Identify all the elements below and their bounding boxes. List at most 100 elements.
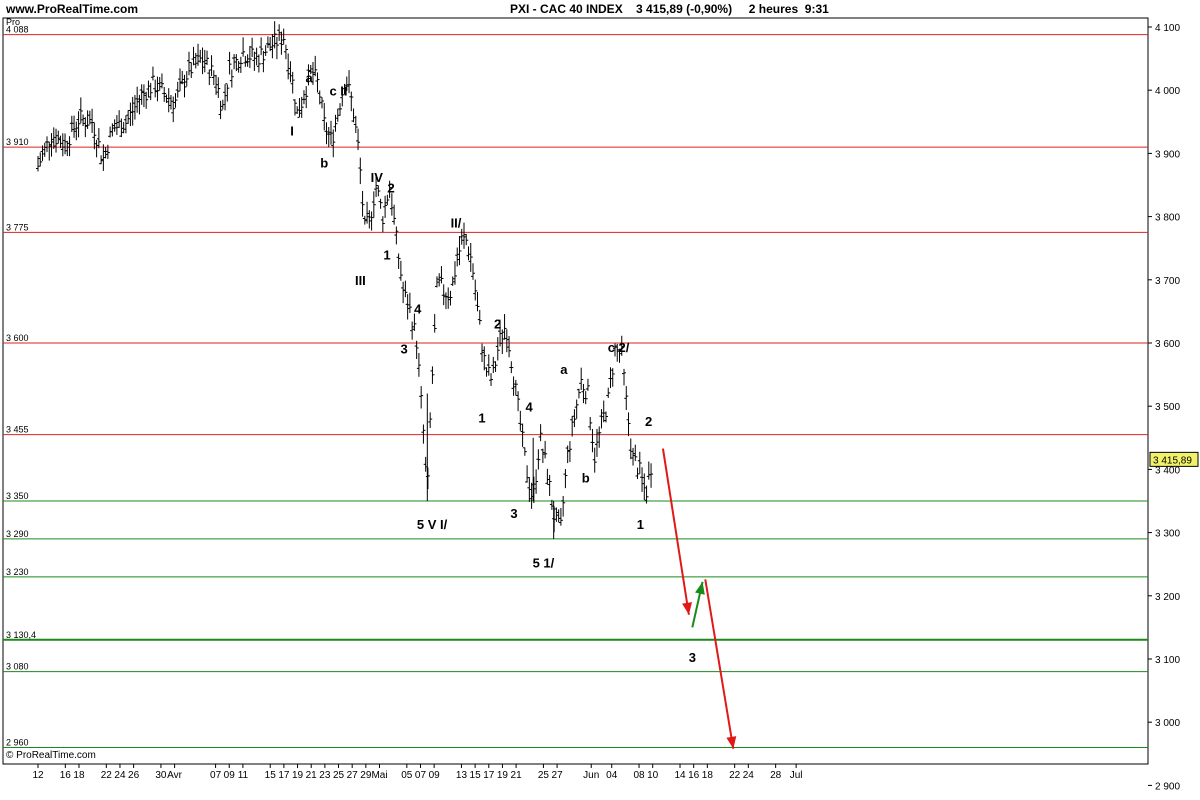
x-tick-label-6: 30 bbox=[155, 770, 167, 781]
level-label-6: 3 290 bbox=[6, 529, 29, 539]
y-axis: 4 100 4 000 3 900 3 800 3 700 3 600 3 500 3 400… bbox=[1148, 23, 1199, 792]
y-tick-label-0: 4 100 bbox=[1155, 23, 1180, 34]
y-tick-label-2: 3 900 bbox=[1155, 149, 1180, 160]
level-label-3: 3 600 bbox=[6, 333, 29, 343]
x-tick-label-0: 12 bbox=[32, 770, 44, 781]
x-tick-label-14: 21 bbox=[306, 770, 318, 781]
wave-label-17: b bbox=[582, 471, 590, 486]
x-tick-label-3: 22 bbox=[101, 770, 113, 781]
y-tick-label-4: 3 700 bbox=[1155, 276, 1180, 287]
level-label-1: 3 910 bbox=[6, 137, 29, 147]
x-tick-label-29: 27 bbox=[552, 770, 564, 781]
x-tick-label-19: Mai bbox=[371, 770, 387, 781]
x-tick-label-40: Jul bbox=[790, 770, 803, 781]
x-tick-label-13: 19 bbox=[292, 770, 304, 781]
x-tick-label-10: 11 bbox=[238, 770, 249, 781]
y-tick-label-9: 3 200 bbox=[1155, 592, 1180, 603]
level-label-9: 3 080 bbox=[6, 662, 29, 672]
y-tick-label-3: 3 800 bbox=[1155, 213, 1180, 224]
wave-label-10: 3 bbox=[400, 342, 407, 357]
x-axis: 12 16 18 22 24 26 30 Avr 07 09 11 15 17 19 21 23 25 27 29 M… bbox=[32, 764, 803, 781]
wave-label-14: c 2/ bbox=[608, 340, 630, 355]
wave-label-18: 3 bbox=[510, 506, 517, 521]
price-series bbox=[36, 21, 654, 539]
x-tick-label-22: 09 bbox=[429, 770, 441, 781]
level-lines: 4 088 3 910 3 775 3 600 3 455 3 350 3 290 3 230… bbox=[3, 25, 1148, 748]
projection-arrowhead-1 bbox=[695, 581, 705, 595]
plot-area bbox=[2, 17, 1149, 765]
wave-label-0: a bbox=[306, 71, 314, 86]
x-tick-label-36: 18 bbox=[702, 770, 714, 781]
level-label-2: 3 775 bbox=[6, 222, 29, 232]
y-tick-label-1: 4 000 bbox=[1155, 86, 1180, 97]
wave-label-8: II/ bbox=[451, 215, 462, 230]
x-tick-label-32: 08 bbox=[633, 770, 645, 781]
x-tick-label-21: 07 bbox=[415, 770, 427, 781]
wave-label-20: 1 bbox=[637, 517, 644, 532]
level-label-4: 3 455 bbox=[6, 425, 29, 435]
x-tick-label-8: 07 bbox=[210, 770, 222, 781]
x-tick-label-11: 15 bbox=[265, 770, 277, 781]
x-tick-label-27: 21 bbox=[511, 770, 523, 781]
wave-label-7: III bbox=[355, 273, 366, 288]
level-label-8: 3 130,4 bbox=[6, 630, 36, 640]
y-tick-label-11: 3 000 bbox=[1155, 718, 1180, 729]
x-tick-label-18: 29 bbox=[360, 770, 372, 781]
wave-label-19: 5 V I/ bbox=[417, 517, 448, 532]
x-tick-label-26: 19 bbox=[497, 770, 509, 781]
wave-label-12: 1 bbox=[478, 411, 485, 426]
wave-label-5: 2 bbox=[387, 181, 394, 196]
y-tick-label-10: 3 100 bbox=[1155, 655, 1180, 666]
x-tick-label-31: 04 bbox=[606, 770, 618, 781]
projection-arrows bbox=[661, 448, 737, 749]
projection-arrowhead-0 bbox=[682, 602, 692, 615]
x-tick-label-20: 05 bbox=[401, 770, 413, 781]
x-tick-label-25: 17 bbox=[483, 770, 495, 781]
x-tick-label-5: 26 bbox=[128, 770, 140, 781]
pro-label: Pro bbox=[6, 17, 21, 27]
x-tick-label-37: 22 bbox=[729, 770, 741, 781]
x-tick-label-28: 25 bbox=[538, 770, 550, 781]
x-tick-label-34: 14 bbox=[674, 770, 686, 781]
projection-arrow-0 bbox=[661, 448, 690, 615]
y-tick-label-5: 3 600 bbox=[1155, 339, 1180, 350]
x-tick-label-4: 24 bbox=[114, 770, 126, 781]
wave-label-6: 1 bbox=[383, 248, 390, 263]
x-tick-label-23: 13 bbox=[456, 770, 468, 781]
x-tick-label-16: 25 bbox=[333, 770, 345, 781]
x-tick-label-9: 09 bbox=[224, 770, 236, 781]
wave-label-3: b bbox=[320, 155, 328, 170]
y-tick-label-6: 3 500 bbox=[1155, 402, 1180, 413]
chart-title: PXI - CAC 40 INDEX 3 415,89 (-0,90%) 2 h… bbox=[510, 2, 829, 16]
x-tick-label-12: 17 bbox=[278, 770, 290, 781]
wave-label-4: IV bbox=[371, 170, 384, 185]
wave-label-11: 2 bbox=[494, 316, 501, 331]
wave-label-13: a bbox=[560, 362, 568, 377]
wave-label-15: 4 bbox=[525, 399, 533, 414]
x-tick-label-2: 18 bbox=[73, 770, 85, 781]
x-tick-label-24: 15 bbox=[470, 770, 482, 781]
wave-label-1: c II bbox=[329, 83, 347, 98]
projection-arrowhead-2 bbox=[726, 736, 737, 749]
x-tick-label-7: Avr bbox=[167, 770, 182, 781]
x-tick-label-17: 27 bbox=[347, 770, 359, 781]
x-tick-label-35: 16 bbox=[688, 770, 700, 781]
y-tick-label-7: 3 400 bbox=[1155, 465, 1180, 476]
site-url[interactable]: www.ProRealTime.com bbox=[6, 2, 139, 16]
level-label-0: 4 088 bbox=[6, 25, 29, 35]
level-label-7: 3 230 bbox=[6, 567, 29, 577]
level-label-5: 3 350 bbox=[6, 491, 29, 501]
x-tick-label-33: 10 bbox=[647, 770, 659, 781]
wave-label-2: I bbox=[290, 124, 294, 139]
last-price-label: 3 415,89 bbox=[1153, 455, 1192, 466]
level-label-10: 2 960 bbox=[6, 737, 29, 747]
last-price-box bbox=[1149, 451, 1199, 467]
wave-label-22: 3 bbox=[689, 650, 696, 665]
copyright: © ProRealTime.com bbox=[6, 750, 96, 761]
x-tick-label-1: 16 bbox=[60, 770, 72, 781]
y-tick-label-12: 2 900 bbox=[1155, 781, 1180, 792]
x-tick-label-30: Jun bbox=[583, 770, 599, 781]
x-tick-label-39: 28 bbox=[770, 770, 782, 781]
